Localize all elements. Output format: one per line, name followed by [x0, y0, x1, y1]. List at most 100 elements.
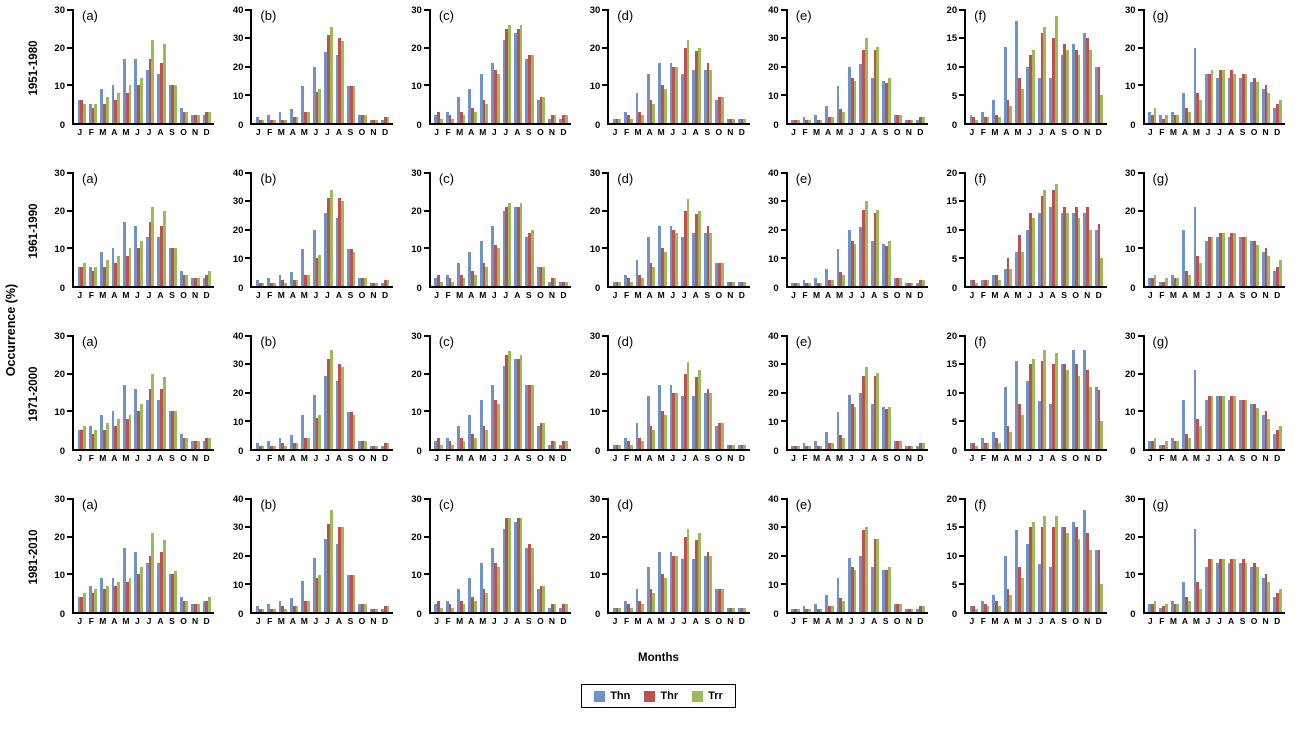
month-label: M: [479, 127, 487, 137]
bar-thr: [740, 445, 744, 449]
month-label: M: [122, 616, 130, 626]
bar-trr: [1187, 600, 1191, 612]
bar-thn: [1182, 400, 1185, 449]
bar-thr: [326, 524, 330, 612]
month-label: J: [1038, 453, 1044, 463]
month-label: M: [99, 290, 107, 300]
bar-trr: [329, 26, 333, 123]
y-tick-label: 0: [594, 282, 601, 294]
bar-thn: [904, 609, 908, 612]
month-label: M: [300, 290, 308, 300]
bar-trr: [485, 267, 489, 286]
month-label: D: [203, 290, 210, 300]
y-tick-label: 10: [768, 253, 779, 265]
bar-trr: [94, 430, 98, 449]
month-group: [1158, 10, 1169, 123]
bar-thn: [1071, 43, 1075, 123]
bar-thn: [825, 595, 829, 612]
y-tick-mark: [245, 9, 253, 11]
y-tick-label: 30: [54, 4, 65, 16]
month-group: [1192, 499, 1203, 612]
bar-thn: [168, 574, 172, 612]
bar-thr: [159, 551, 163, 612]
bar-thr: [494, 563, 497, 612]
bar-trr: [1233, 396, 1237, 449]
bar-thn: [882, 243, 885, 286]
bar-trr: [1066, 49, 1069, 123]
bar-thr: [372, 120, 376, 123]
bar-thn: [502, 529, 506, 612]
bar-thn: [1148, 111, 1151, 123]
month-label: J: [612, 127, 618, 137]
month-group: [345, 173, 356, 286]
bar-thr: [626, 278, 630, 286]
month-label: M: [456, 127, 464, 137]
panel-label: (d): [617, 497, 634, 512]
month-label: A: [871, 453, 878, 463]
bar-thn: [802, 443, 806, 449]
month-group: [201, 336, 212, 449]
month-label: A: [335, 616, 342, 626]
month-group: [824, 336, 835, 449]
legend-label: Trr: [708, 690, 723, 702]
y-tick-label: 30: [54, 493, 65, 505]
bar-trr: [553, 604, 557, 612]
month-label: J: [325, 127, 330, 137]
month-label: A: [289, 290, 296, 300]
month-group: [623, 10, 634, 123]
chart-panel-e: 0 10 20 30 40 (e) J F M A M J J A S O N D: [760, 163, 938, 326]
month-label: J: [612, 453, 618, 463]
month-label: N: [1262, 290, 1269, 300]
month-label: M: [456, 616, 464, 626]
month-group: [110, 10, 121, 123]
panel-label: (b): [260, 334, 277, 349]
bar-trr: [151, 373, 155, 449]
y-tick-label: 0: [594, 119, 601, 131]
month-label: M: [479, 290, 487, 300]
bar-thn: [491, 225, 495, 286]
month-label: O: [1250, 453, 1258, 463]
month-group: [99, 499, 110, 612]
bar-thn: [1026, 544, 1030, 612]
month-label: A: [514, 616, 521, 626]
month-label: N: [548, 453, 555, 463]
bar-thn: [1003, 46, 1007, 123]
bar-thr: [1264, 411, 1268, 449]
month-group: [156, 173, 167, 286]
bar-thr: [1029, 527, 1033, 612]
y-tick-label: 0: [594, 608, 601, 620]
bar-thr: [448, 604, 452, 612]
bar-thn: [737, 608, 741, 612]
plot-area: (d): [602, 497, 750, 614]
month-group: [1249, 499, 1260, 612]
month-label: A: [468, 127, 475, 137]
bar-thn: [1083, 212, 1087, 286]
month-group: [1181, 173, 1192, 286]
bar-series: [74, 173, 214, 286]
bar-trr: [1176, 115, 1180, 123]
bar-trr: [1077, 375, 1081, 449]
bar-series: [252, 173, 392, 286]
y-axis-title: Occurrence (%): [0, 0, 22, 660]
bar-trr: [796, 609, 800, 612]
bar-thr: [907, 283, 911, 286]
bar-thn: [1216, 237, 1220, 286]
month-label: J: [325, 290, 330, 300]
bar-thn: [1026, 229, 1030, 286]
plot-area: (c): [423, 497, 572, 614]
chart-panel-b: 0 10 20 30 40 (b) J F M A M J J A S O N D: [224, 0, 402, 163]
bar-trr: [162, 210, 166, 286]
bar-thr: [850, 240, 854, 286]
month-label: N: [192, 616, 199, 626]
bar-trr: [629, 119, 633, 123]
y-tick-mark: [245, 419, 253, 422]
month-label: N: [905, 290, 912, 300]
y-tick-label: 0: [1130, 119, 1136, 131]
bar-trr: [485, 593, 489, 612]
month-label: J: [77, 290, 83, 300]
bar-trr: [553, 115, 557, 123]
bar-thn: [1227, 77, 1231, 123]
bar-trr: [1066, 369, 1069, 449]
month-label: N: [370, 127, 377, 137]
